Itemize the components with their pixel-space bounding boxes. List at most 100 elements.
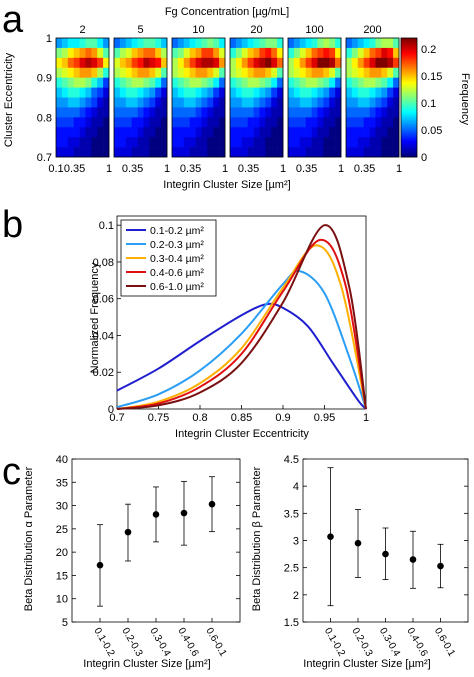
heatmap-cell: [293, 107, 301, 118]
heatmap-cell: [288, 107, 295, 118]
heatmap-cell: [161, 107, 168, 118]
heatmap-cell: [143, 117, 150, 128]
heatmap-cell: [172, 57, 179, 69]
heatmap-x-tick: 1: [280, 163, 286, 175]
heatmap-cell: [161, 147, 168, 158]
heatmap-cell: [305, 77, 312, 88]
heatmap-cell: [131, 137, 138, 148]
colorbar-segment: [401, 38, 417, 41]
colorbar-segment: [401, 90, 417, 93]
heatmap-cell: [288, 38, 295, 49]
heatmap-cell: [219, 117, 226, 128]
heatmap-cell: [265, 57, 272, 69]
heatmap-cell: [253, 107, 260, 118]
heatmap-cell: [189, 77, 196, 88]
heatmap-cell: [288, 87, 295, 98]
heatmap-cell: [381, 137, 388, 148]
heatmap-cell: [67, 67, 74, 78]
heatmap-cell: [335, 117, 342, 128]
heatmap-cell: [247, 67, 254, 78]
x-tick-label: 0.2-0.3: [119, 626, 144, 659]
heatmap-cell: [177, 127, 185, 138]
heatmap-cell: [230, 127, 237, 138]
colorbar-segment: [401, 110, 417, 113]
heatmap-cell: [369, 127, 376, 138]
data-point: [124, 528, 132, 536]
heatmap-cell: [172, 47, 179, 59]
heatmap-cell: [311, 47, 318, 59]
heatmap-cell: [177, 67, 185, 78]
heatmap-cell: [177, 47, 185, 59]
beta-errorbar-chart: 1.5 2 2.5 3 3.5 4 4.5 0.1-0.2 0.2-0.3 0.3-0.4 0.4-…: [284, 454, 469, 659]
heatmap-cell: [114, 107, 121, 118]
heatmap-x-tick: 1: [164, 163, 170, 175]
colorbar-segment: [401, 97, 417, 100]
colorbar: 0.2 0.15 0.1 0.05 0: [400, 37, 442, 164]
heatmap-cell: [131, 147, 138, 158]
heatmap-cell: [114, 127, 121, 138]
heatmap-cell: [183, 117, 190, 128]
heatmap-cell: [293, 47, 301, 59]
heatmap-cell: [247, 77, 254, 88]
heatmap-x-tick: 0.35: [354, 163, 375, 175]
beta-xlabel: Integrin Cluster Size [µm²]: [303, 658, 430, 670]
heatmap-cell: [125, 77, 132, 88]
heatmap-cell: [317, 137, 324, 148]
colorbar-segment: [401, 56, 417, 59]
colorbar-frame: [400, 37, 418, 158]
heatmap-cell: [293, 137, 301, 148]
heatmap-cell: [172, 137, 179, 148]
heatmap-cell: [235, 67, 243, 78]
heatmap-cell: [143, 97, 150, 108]
heatmap-cell: [311, 57, 318, 69]
heatmap-cell: [323, 137, 330, 148]
heatmap-cell: [305, 87, 312, 98]
heatmap-cell: [195, 117, 202, 128]
heatmap-cell: [288, 147, 295, 158]
heatmap-cell: [317, 77, 324, 88]
heatmap-cell: [149, 57, 156, 69]
heatmap-cell: [271, 137, 278, 148]
heatmap-panel-title: 200: [363, 24, 381, 36]
heatmap-cell: [67, 97, 74, 108]
heatmap-cell: [189, 127, 196, 138]
heatmap-cell: [259, 127, 266, 138]
heatmap-cell: [183, 137, 190, 148]
heatmap-cell: [97, 47, 104, 59]
heatmap-cell: [103, 77, 110, 88]
heatmap-cell: [61, 77, 69, 88]
heatmap-cell: [235, 127, 243, 138]
colorbar-segment: [401, 123, 417, 126]
heatmap-cell: [73, 57, 80, 69]
heatmap-cell: [219, 107, 226, 118]
heatmap-cell: [131, 47, 138, 59]
colorbar-segment: [401, 134, 417, 137]
heatmap-cell: [114, 77, 121, 88]
heatmap-cell: [288, 117, 295, 128]
heatmap-cell: [213, 67, 220, 78]
heatmap-cell: [381, 47, 388, 59]
heatmap-cell: [207, 97, 214, 108]
heatmap-cell: [387, 127, 394, 138]
heatmap-cell: [195, 147, 202, 158]
heatmap-cell: [149, 137, 156, 148]
heatmap-cell: [299, 67, 306, 78]
data-point: [96, 561, 104, 569]
y-tick-label: 4.5: [284, 454, 299, 466]
heatmap-cell: [149, 67, 156, 78]
heatmap-cell: [189, 137, 196, 148]
heatmap-cell: [103, 67, 110, 78]
heatmap-cell: [177, 57, 185, 69]
heatmap-cell: [103, 38, 110, 49]
heatmap-cell: [357, 87, 364, 98]
heatmap-cell: [311, 147, 318, 158]
heatmap-cell: [230, 77, 237, 88]
colorbar-segment: [401, 84, 417, 87]
heatmap-cell: [323, 127, 330, 138]
heatmap-cell: [305, 147, 312, 158]
x-tick-label: 0.3-0.4: [377, 626, 402, 659]
heatmap-cell: [235, 117, 243, 128]
colorbar-segment: [401, 112, 417, 115]
heatmap-cell: [235, 47, 243, 59]
heatmap-cell: [323, 67, 330, 78]
